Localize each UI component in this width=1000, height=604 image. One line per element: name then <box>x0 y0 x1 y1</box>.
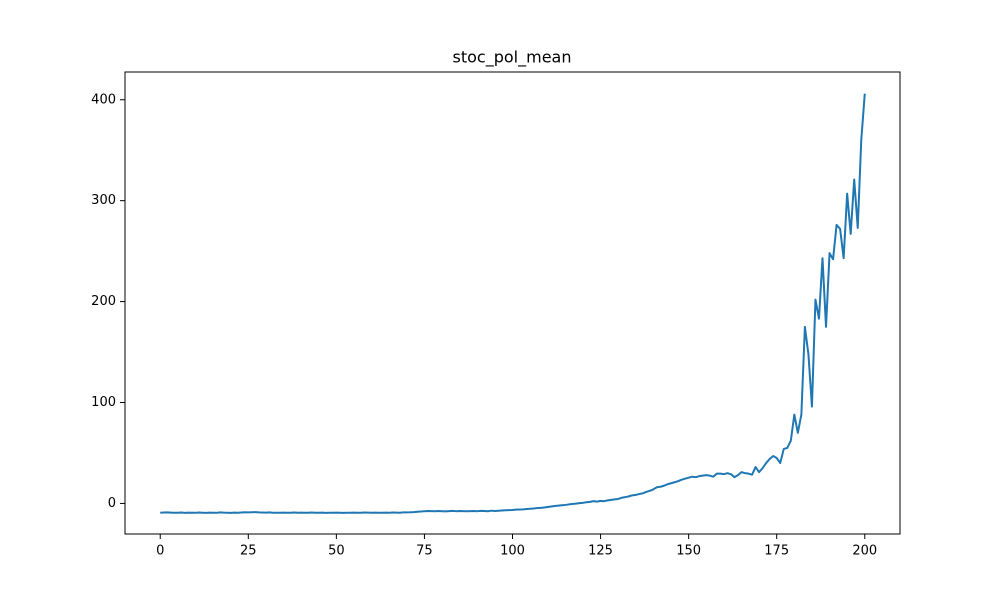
x-tick-label: 150 <box>676 544 701 559</box>
y-tick-label: 400 <box>91 92 116 107</box>
x-tick-label: 200 <box>852 544 877 559</box>
plot-frame <box>124 71 901 535</box>
x-tick-label: 100 <box>500 544 525 559</box>
y-tick-label: 0 <box>108 496 116 511</box>
y-tick-label: 300 <box>91 193 116 208</box>
x-tick-label: 0 <box>156 544 164 559</box>
x-tick-label: 25 <box>240 544 257 559</box>
y-tick-label: 100 <box>91 395 116 410</box>
y-tick-label: 200 <box>91 294 116 309</box>
x-tick-label: 50 <box>328 544 345 559</box>
x-tick-label: 125 <box>588 544 613 559</box>
chart-title: stoc_pol_mean <box>453 48 572 68</box>
x-tick-label: 75 <box>416 544 433 559</box>
x-tick-label: 175 <box>764 544 789 559</box>
line <box>160 93 866 514</box>
